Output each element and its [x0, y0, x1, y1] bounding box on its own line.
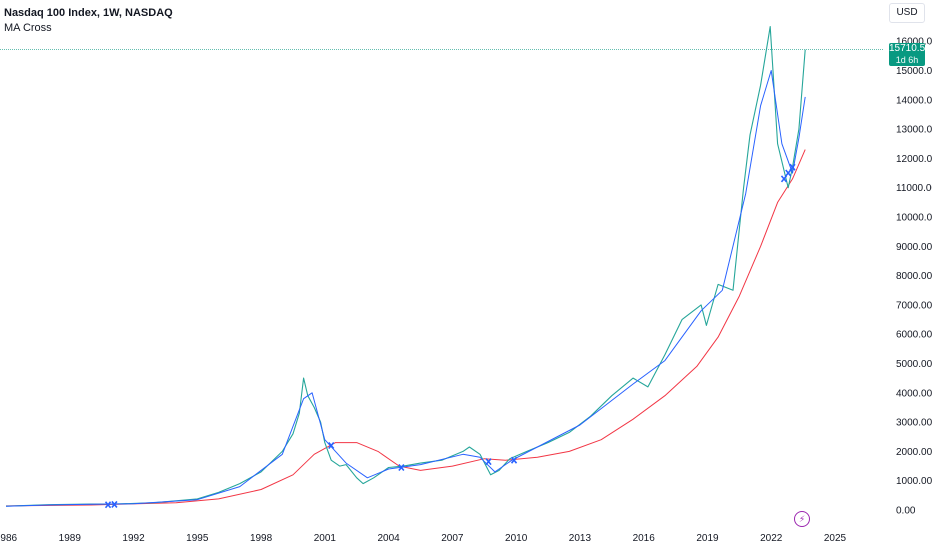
x-tick-label: 1989 [59, 533, 82, 544]
y-tick-label: 16000.00 [896, 37, 932, 48]
y-tick-label: 1000.00 [896, 476, 932, 487]
x-tick-label: 2022 [760, 533, 783, 544]
x-tick-label: 2007 [441, 533, 464, 544]
x-tick-label: 2004 [377, 533, 400, 544]
y-tick-label: 12000.00 [896, 154, 932, 165]
series-line-1 [5, 70, 806, 507]
y-tick-label: 2000.00 [896, 447, 932, 458]
series-line-0 [5, 26, 806, 507]
y-tick-label: 15000.00 [896, 66, 932, 77]
x-tick-label: 1986 [0, 533, 18, 544]
ma-cross-marker [510, 456, 518, 464]
x-tick-label: 1992 [122, 533, 145, 544]
y-tick-label: 10000.00 [896, 213, 932, 224]
ma-cross-marker [485, 458, 492, 466]
ma-cross-marker [785, 169, 792, 177]
currency-button[interactable]: USD [889, 3, 925, 23]
y-tick-label: 13000.00 [896, 125, 932, 136]
x-tick-label: 1995 [186, 533, 209, 544]
last-price-value: 15710.50 [889, 43, 931, 54]
y-tick-label: 14000.00 [896, 95, 932, 106]
y-tick-label: 9000.00 [896, 242, 932, 253]
chart-legend: Nasdaq 100 Index, 1W, NASDAQ MA Cross [4, 6, 173, 36]
y-tick-label: 11000.00 [896, 183, 932, 194]
x-tick-label: 2019 [696, 533, 719, 544]
x-tick-label: 2013 [569, 533, 592, 544]
y-tick-label: 8000.00 [896, 271, 932, 282]
y-tick-label: 3000.00 [896, 418, 932, 429]
ma-cross-marker [789, 163, 796, 171]
ma-cross-marker [398, 464, 405, 472]
y-tick-label: 7000.00 [896, 300, 932, 311]
ma-cross-marker [780, 175, 788, 183]
x-tick-label: 2016 [633, 533, 656, 544]
x-tick-label: 2010 [505, 533, 528, 544]
ma-cross-marker [104, 501, 112, 509]
ma-cross-marker [111, 500, 118, 508]
y-tick-label: 0.00 [896, 506, 916, 517]
lightning-icon[interactable]: ⚡ [794, 511, 810, 527]
x-tick-label: 2025 [824, 533, 847, 544]
ma-cross-marker [328, 442, 335, 450]
y-tick-label: 5000.00 [896, 359, 932, 370]
series-line-2 [5, 149, 806, 507]
y-tick-label: 6000.00 [896, 330, 932, 341]
last-price-label: 15710.50 1d 6h [889, 43, 931, 66]
y-tick-label: 4000.00 [896, 388, 932, 399]
x-tick-label: 2001 [314, 533, 337, 544]
indicator-label[interactable]: MA Cross [4, 22, 52, 34]
bar-countdown: 1d 6h [895, 55, 919, 65]
x-tick-label: 1998 [250, 533, 273, 544]
chart-title[interactable]: Nasdaq 100 Index, 1W, NASDAQ [4, 7, 173, 19]
